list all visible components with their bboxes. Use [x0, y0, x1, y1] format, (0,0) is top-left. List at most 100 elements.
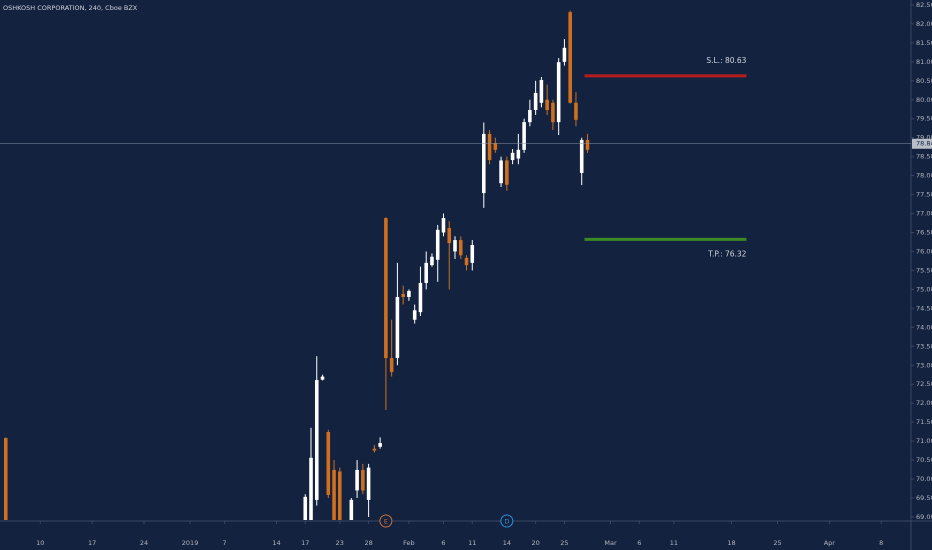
x-tick-label: 2019	[182, 539, 199, 547]
candle-body	[303, 496, 308, 520]
event-label: E	[384, 518, 388, 526]
y-tick-label: 74.00	[916, 323, 932, 331]
event-marker	[379, 514, 393, 528]
candle-body	[372, 448, 377, 451]
candle-body	[3, 438, 8, 520]
y-tick-label: 71.50	[916, 418, 932, 426]
x-tick-label: 17	[301, 539, 309, 547]
y-tick-label: 79.00	[916, 134, 932, 142]
y-tick-label: 74.50	[916, 304, 932, 312]
last-price-label: 78.84	[916, 140, 932, 148]
x-tick-label: 14	[272, 539, 280, 547]
x-tick-label: 8	[879, 539, 883, 547]
candle-body	[338, 471, 342, 520]
candle-body	[482, 133, 486, 194]
y-tick-label: 71.00	[916, 437, 932, 445]
x-tick-label: 6	[637, 539, 641, 547]
candle-body	[355, 469, 359, 491]
candle-body	[349, 499, 354, 520]
level-label: T.P.: 76.32	[707, 249, 746, 258]
y-tick-label: 73.50	[916, 342, 932, 350]
candle-body	[407, 290, 411, 297]
candle-body	[499, 160, 503, 184]
candle-body	[389, 358, 394, 373]
x-tick-label: 17	[88, 539, 96, 547]
candle-body	[412, 310, 417, 320]
candle-body	[505, 160, 509, 185]
candle-body	[418, 282, 423, 313]
candle-body	[430, 256, 434, 266]
candle-body	[361, 469, 365, 491]
y-tick-label: 78.00	[916, 172, 932, 180]
x-tick-label: 24	[140, 539, 148, 547]
x-tick-label: 11	[468, 539, 476, 547]
x-tick-label: Feb	[403, 539, 415, 547]
candle-body	[528, 109, 532, 123]
candle-body	[516, 149, 521, 159]
y-tick-label: 81.00	[916, 58, 932, 66]
x-tick-label: 10	[36, 539, 44, 547]
candle-body	[568, 12, 572, 103]
candle-body	[458, 240, 463, 256]
candle-body	[366, 467, 371, 500]
y-tick-label: 75.00	[916, 285, 932, 293]
event-marker	[500, 514, 514, 528]
x-tick-label: 7	[223, 539, 227, 547]
candle-body	[314, 380, 319, 500]
candle-body	[401, 293, 405, 297]
candle-body	[539, 80, 544, 103]
level-label: S.L.: 80.63	[706, 56, 746, 65]
y-tick-label: 72.00	[916, 399, 932, 407]
candle-body	[441, 218, 446, 233]
last-price-box	[912, 138, 932, 149]
candle-body	[545, 99, 549, 110]
candle-body	[464, 257, 469, 266]
candle-body	[326, 432, 331, 495]
y-tick-label: 77.50	[916, 191, 932, 199]
candle-body	[493, 142, 498, 150]
x-tick-label: Mar	[604, 539, 617, 547]
candle-body	[470, 245, 475, 263]
candle-body	[585, 139, 590, 150]
candle-body	[453, 240, 457, 252]
chart-title: OSHKOSH CORPORATION, 240, Cboe BZX	[3, 4, 138, 12]
candle-body	[309, 457, 313, 520]
candle-body	[522, 122, 526, 150]
candle-body	[332, 469, 336, 520]
candle-body	[574, 102, 578, 120]
y-tick-label: 80.00	[916, 96, 932, 104]
x-tick-label: 25	[560, 539, 568, 547]
candle-body	[551, 102, 555, 123]
x-tick-label: 11	[670, 539, 678, 547]
candle-body	[384, 218, 388, 359]
y-tick-label: 75.50	[916, 266, 932, 274]
y-tick-label: 82.00	[916, 20, 932, 28]
y-tick-label: 76.50	[916, 229, 932, 237]
y-tick-label: 70.00	[916, 475, 932, 483]
candle-body	[556, 62, 561, 123]
y-tick-label: 78.50	[916, 153, 932, 161]
y-tick-label: 76.00	[916, 247, 932, 255]
y-tick-label: 69.50	[916, 494, 932, 502]
candle-body	[424, 262, 428, 283]
y-tick-label: 69.00	[916, 513, 932, 521]
x-tick-label: 18	[727, 539, 735, 547]
x-tick-label: 25	[773, 539, 781, 547]
x-tick-label: 14	[503, 539, 511, 547]
y-tick-label: 77.00	[916, 210, 932, 218]
y-tick-label: 79.50	[916, 115, 932, 123]
y-tick-label: 82.50	[916, 1, 932, 9]
candle-body	[435, 229, 440, 260]
candle-body	[562, 47, 567, 62]
candle-body	[579, 139, 584, 173]
y-tick-label: 72.50	[916, 380, 932, 388]
candle-body	[395, 296, 400, 359]
y-tick-label: 81.50	[916, 39, 932, 47]
candle-body	[533, 92, 538, 110]
x-tick-label: 20	[531, 539, 539, 547]
candle-body	[487, 133, 492, 161]
y-tick-label: 73.00	[916, 361, 932, 369]
y-tick-label: 80.50	[916, 77, 932, 85]
